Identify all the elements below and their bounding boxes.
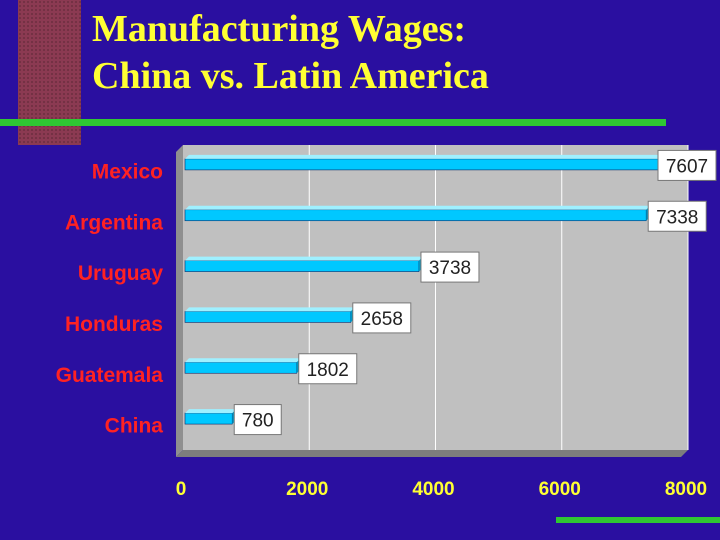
data-label: 7338 (656, 207, 698, 228)
data-label-box (233, 404, 282, 436)
bar-top-face (185, 256, 423, 261)
x-tick-label: 0 (176, 479, 187, 500)
category-label: Honduras (65, 313, 163, 336)
bar (184, 361, 298, 374)
bar (184, 158, 664, 171)
category-label: Uruguay (78, 262, 164, 285)
bar-top-face (185, 307, 355, 312)
data-label-box (352, 302, 412, 334)
data-label-box (298, 353, 358, 385)
x-tick-label: 4000 (412, 479, 454, 500)
plot-floor (176, 450, 688, 457)
bar-top-face (185, 358, 301, 363)
data-label: 2658 (361, 309, 403, 330)
data-label-box (647, 200, 707, 232)
data-label: 3738 (429, 258, 471, 279)
data-label: 780 (242, 411, 274, 432)
x-tick-label: 6000 (539, 479, 581, 500)
bar (184, 412, 233, 425)
title-underline-rule (0, 119, 666, 126)
category-label: Guatemala (56, 364, 164, 387)
bar-top-face (185, 409, 237, 414)
category-label: Argentina (65, 211, 163, 234)
slide-title-line-1: Manufacturing Wages: (92, 8, 467, 50)
x-tick-label: 2000 (286, 479, 328, 500)
bar (184, 311, 352, 323)
slide-title-line-2: China vs. Latin America (92, 55, 489, 97)
category-label: China (105, 415, 164, 438)
data-label-box (420, 251, 480, 283)
slide-title: Manufacturing Wages: China vs. Latin Ame… (92, 6, 489, 100)
bar (184, 209, 647, 222)
bar-top-face (185, 154, 668, 159)
footer-accent-rule (556, 517, 720, 523)
data-label: 7607 (666, 156, 708, 177)
category-label: Mexico (92, 160, 163, 183)
x-tick-label: 8000 (665, 479, 707, 500)
bar (184, 260, 420, 272)
data-label: 1802 (307, 360, 349, 381)
data-label-box (657, 149, 717, 181)
plot-side-wall (176, 145, 183, 457)
bar-top-face (185, 205, 651, 210)
